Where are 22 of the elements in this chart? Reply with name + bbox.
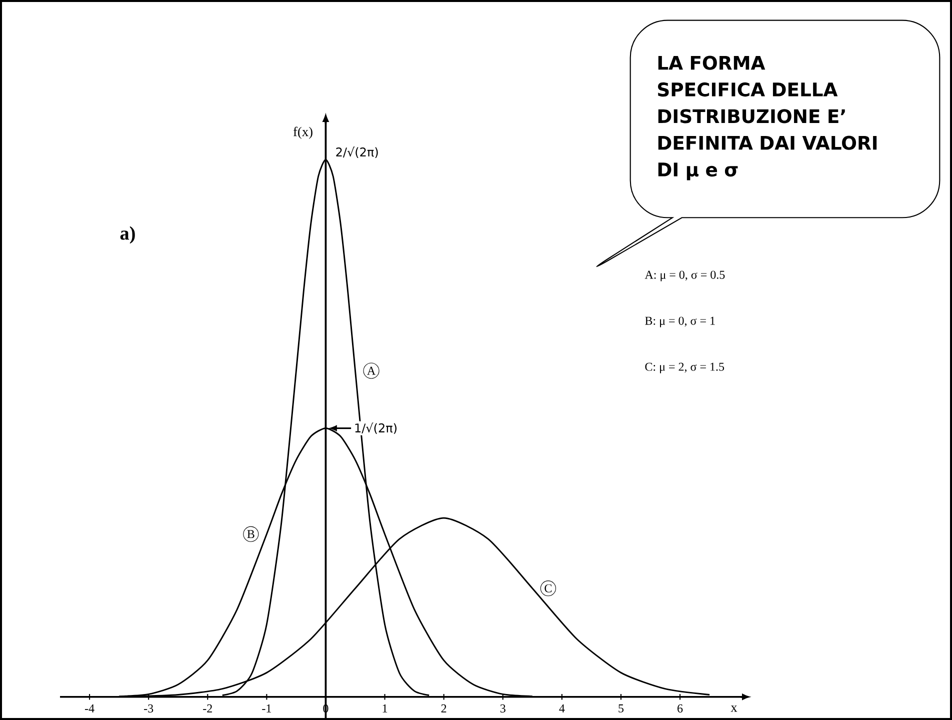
series-label: C: [544, 584, 552, 592]
x-tick-label: 4: [559, 704, 565, 712]
annotation: 2/√(2π): [336, 146, 378, 158]
annotation: C: μ = 2, σ = 1.5: [645, 362, 724, 374]
x-tick-label: -4: [84, 704, 94, 712]
x-tick-label: 5: [618, 704, 624, 712]
x-tick-label: 6: [678, 704, 683, 713]
annotation: B: μ = 0, σ = 1: [645, 316, 715, 328]
x-axis-title: x: [730, 706, 738, 712]
annotation: A: μ = 0, σ = 0.5: [644, 270, 725, 282]
annotation: a): [120, 226, 135, 244]
x-tick-label: 1: [382, 704, 388, 712]
x-tick-label: 2: [441, 704, 446, 712]
series-label: A: [367, 366, 376, 375]
x-tick-label: -1: [262, 704, 271, 712]
x-tick-label: -3: [144, 704, 154, 713]
x-tick-label: -2: [203, 704, 212, 712]
annotation: 1/√(2π): [355, 422, 396, 434]
x-tick-label: 3: [500, 704, 506, 713]
annotation: LA FORMA SPECIFICA DELLA DISTRIBUZIONE E’ DEFINITA DAI VALORI DI μ e σ: [658, 56, 877, 180]
series-label: B: [247, 530, 254, 538]
y-axis-title: f(x): [293, 126, 312, 139]
